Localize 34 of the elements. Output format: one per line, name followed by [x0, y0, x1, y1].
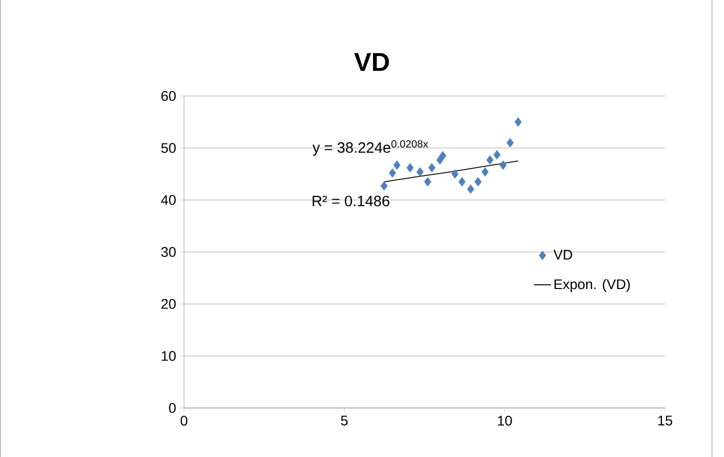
- point: [416, 167, 424, 177]
- legend-label: Expon. (VD): [554, 278, 630, 292]
- point: [458, 177, 466, 186]
- point: [380, 181, 388, 191]
- point: [428, 163, 436, 172]
- y-tick-label: 50: [161, 143, 176, 153]
- point: [506, 138, 514, 148]
- x-tick-label: 10: [498, 416, 512, 426]
- x-tick-label: 0: [180, 416, 188, 426]
- point: [393, 160, 400, 170]
- annotation: R² = 0.1486: [312, 196, 390, 206]
- y-tick-label: 10: [162, 351, 176, 361]
- point: [493, 150, 501, 160]
- y-tick-label: 40: [161, 195, 176, 205]
- point: [500, 160, 507, 170]
- y-tick-label: 30: [161, 247, 176, 257]
- point: [467, 184, 474, 194]
- x-tick-label: 5: [341, 416, 348, 426]
- y-tick-label: 60: [161, 91, 176, 101]
- point: [424, 177, 432, 186]
- point: [514, 117, 522, 127]
- point: [439, 151, 446, 160]
- point: [482, 167, 489, 177]
- x-tick-label: 15: [658, 416, 672, 426]
- point: [486, 155, 494, 165]
- chart-title: VD: [354, 53, 389, 71]
- y-tick-label: 20: [161, 299, 176, 309]
- point: [451, 169, 459, 179]
- legend-label: VD: [553, 250, 572, 260]
- y-tick-label: 0: [169, 403, 176, 413]
- point: [388, 168, 396, 178]
- annotation: y = 38.224e$^{0.0208x}$: [312, 140, 428, 156]
- point: [474, 177, 482, 186]
- point: [406, 163, 414, 172]
